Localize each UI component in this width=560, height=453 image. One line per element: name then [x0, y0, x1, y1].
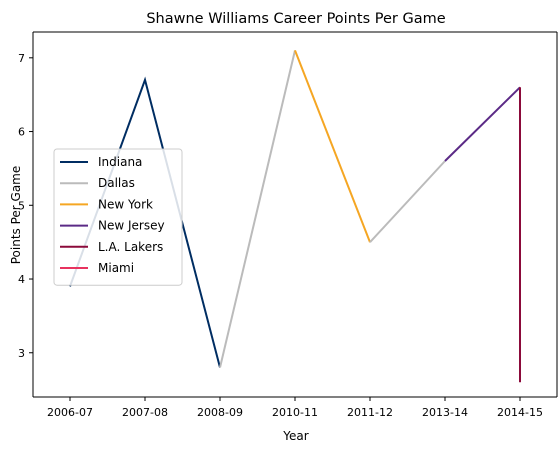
legend-label: Miami	[98, 261, 134, 275]
y-tick-label: 5	[18, 199, 25, 212]
legend-label: Indiana	[98, 155, 142, 169]
x-axis-ticks: 2006-07 2007-08 2008-09 2010-11 2011-12 2013-…	[47, 397, 543, 419]
legend-label: New York	[98, 197, 153, 211]
series-line-new-jersey	[444, 86, 521, 162]
y-axis-ticks: 3 4 5 6 7	[18, 52, 33, 360]
legend: Indiana Dallas New York New Jersey L.A. Lake…	[53, 148, 183, 286]
legend-label: New Jersey	[98, 219, 165, 233]
x-tick-label: 2014-15	[497, 406, 543, 419]
y-tick-label: 7	[18, 52, 25, 65]
series-line-dallas	[219, 50, 296, 368]
y-tick-label: 3	[18, 347, 25, 360]
x-tick-label: 2007-08	[122, 406, 168, 419]
legend-label: L.A. Lakers	[98, 240, 163, 254]
x-axis-label: Year	[282, 429, 308, 443]
x-tick-label: 2013-14	[422, 406, 468, 419]
chart-title: Shawne Williams Career Points Per Game	[146, 11, 445, 27]
legend-label: Dallas	[98, 176, 135, 190]
series-line-new-york	[294, 50, 371, 243]
x-tick-label: 2011-12	[347, 406, 393, 419]
y-tick-label: 4	[18, 273, 25, 286]
series-line-dallas	[369, 160, 446, 243]
x-tick-label: 2006-07	[47, 406, 93, 419]
y-axis-label: Points Per Game	[9, 166, 23, 265]
y-tick-label: 6	[18, 126, 25, 139]
x-tick-label: 2010-11	[272, 406, 318, 419]
x-tick-label: 2008-09	[197, 406, 243, 419]
